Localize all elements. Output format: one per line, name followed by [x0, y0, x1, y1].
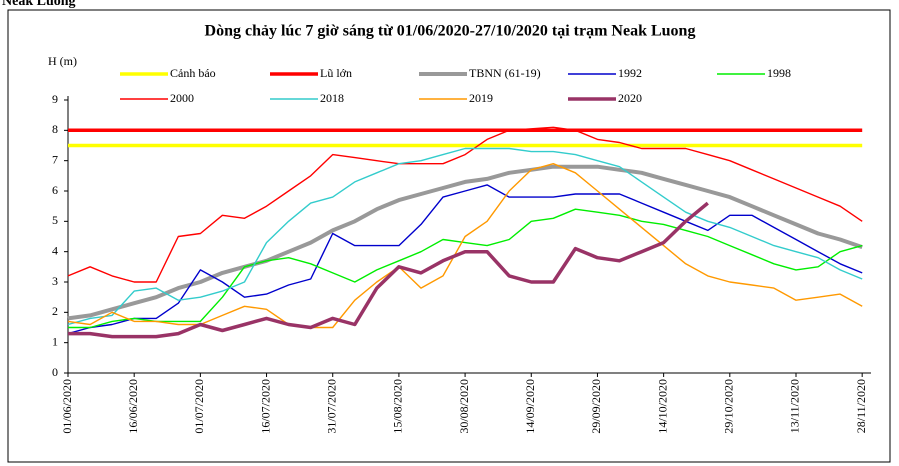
series-line: [68, 201, 709, 339]
x-tick-label: 01/06/2020: [60, 379, 74, 434]
x-tick-label: 15/08/2020: [391, 379, 405, 434]
legend-label: 2000: [170, 91, 194, 105]
x-tick-label: 14/10/2020: [655, 379, 669, 434]
legend-label: 2019: [469, 91, 493, 105]
x-tick-label: 29/10/2020: [722, 379, 736, 434]
y-tick-label: 2: [52, 304, 58, 318]
y-tick-label: 3: [52, 274, 58, 288]
chart-title: Dòng chảy lúc 7 giờ sáng từ 01/06/2020-2…: [205, 23, 696, 40]
legend-label: 1992: [618, 66, 642, 80]
series-line: [67, 147, 863, 326]
station-name: Neak Luong: [2, 0, 76, 9]
legend-label: TBNN (61-19): [469, 66, 541, 80]
y-tick-label: 4: [52, 243, 58, 257]
legend-box: [104, 63, 840, 111]
y-tick-label: 8: [52, 122, 58, 136]
y-tick-label: 7: [52, 152, 58, 166]
x-tick-label: 28/11/2020: [854, 379, 868, 433]
x-tick-label: 14/09/2020: [523, 379, 537, 434]
legend-label: 2018: [320, 91, 344, 105]
y-tick-label: 9: [52, 92, 58, 106]
x-tick-label: 29/09/2020: [589, 379, 603, 434]
legend-label: 1998: [767, 66, 791, 80]
x-tick-label: 16/07/2020: [258, 379, 272, 434]
legend-label: 2020: [618, 91, 642, 105]
y-tick-label: 6: [52, 183, 58, 197]
x-tick-label: 13/11/2020: [788, 379, 802, 433]
y-tick-label: 1: [52, 334, 58, 348]
series-line: [68, 208, 863, 329]
x-tick-label: 31/07/2020: [324, 379, 338, 434]
y-axis-label: H (m): [48, 54, 77, 68]
series-line: [67, 126, 863, 283]
x-tick-label: 30/08/2020: [457, 379, 471, 434]
legend-label: Lũ lớn: [320, 66, 352, 80]
x-tick-label: 01/07/2020: [192, 379, 206, 434]
y-tick-label: 0: [52, 365, 58, 379]
x-tick-label: 16/06/2020: [126, 379, 140, 434]
legend-label: Cảnh báo: [170, 66, 216, 80]
series-line: [67, 164, 863, 321]
y-tick-label: 5: [52, 213, 58, 227]
series-line: [67, 184, 863, 335]
